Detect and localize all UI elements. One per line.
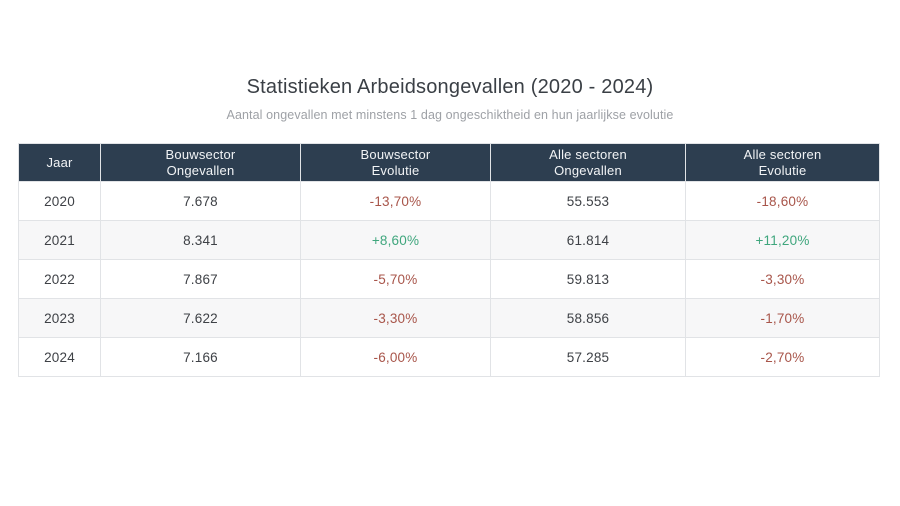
bouwsector-ongevallen-cell: 7.867 [100, 259, 301, 299]
alle-sectoren-evolutie-cell: -3,30% [685, 259, 880, 299]
page-subtitle: Aantal ongevallen met minstens 1 dag ong… [226, 108, 674, 122]
alle-sectoren-ongevallen-cell: 57.285 [490, 337, 686, 377]
jaar-cell: 2021 [18, 220, 101, 260]
bouwsector-ongevallen-cell: 7.678 [100, 181, 301, 221]
statistics-table: Jaar Bouwsector Ongevallen Bouwsector Ev… [18, 143, 880, 377]
column-header-jaar: Jaar [18, 143, 101, 182]
jaar-cell: 2023 [18, 298, 101, 338]
alle-sectoren-evolutie-cell: -1,70% [685, 298, 880, 338]
jaar-cell: 2020 [18, 181, 101, 221]
alle-sectoren-evolutie-cell: +11,20% [685, 220, 880, 260]
table-header-row: Jaar Bouwsector Ongevallen Bouwsector Ev… [18, 143, 880, 182]
bouwsector-evolutie-cell: -5,70% [300, 259, 491, 299]
alle-sectoren-ongevallen-cell: 55.553 [490, 181, 686, 221]
column-header-alle-sectoren-evolutie: Alle sectoren Evolutie [685, 143, 880, 182]
table-row: 2022 7.867 -5,70% 59.813 -3,30% [18, 259, 880, 299]
bouwsector-evolutie-cell: -6,00% [300, 337, 491, 377]
table-header: Jaar Bouwsector Ongevallen Bouwsector Ev… [18, 143, 880, 182]
table-row: 2023 7.622 -3,30% 58.856 -1,70% [18, 298, 880, 338]
column-header-alle-sectoren-ongevallen: Alle sectoren Ongevallen [490, 143, 686, 182]
bouwsector-ongevallen-cell: 7.622 [100, 298, 301, 338]
table-row: 2024 7.166 -6,00% 57.285 -2,70% [18, 337, 880, 377]
page-title: Statistieken Arbeidsongevallen (2020 - 2… [246, 76, 654, 98]
bouwsector-evolutie-cell: -3,30% [300, 298, 491, 338]
column-header-bouwsector-evolutie: Bouwsector Evolutie [300, 143, 491, 182]
alle-sectoren-ongevallen-cell: 61.814 [490, 220, 686, 260]
table-row: 2020 7.678 -13,70% 55.553 -18,60% [18, 181, 880, 221]
bouwsector-ongevallen-cell: 7.166 [100, 337, 301, 377]
table-row: 2021 8.341 +8,60% 61.814 +11,20% [18, 220, 880, 260]
alle-sectoren-ongevallen-cell: 58.856 [490, 298, 686, 338]
column-header-bouwsector-ongevallen: Bouwsector Ongevallen [100, 143, 301, 182]
bouwsector-evolutie-cell: -13,70% [300, 181, 491, 221]
bouwsector-ongevallen-cell: 8.341 [100, 220, 301, 260]
jaar-cell: 2024 [18, 337, 101, 377]
table-body: 2020 7.678 -13,70% 55.553 -18,60% 2021 8.341 +8… [18, 181, 880, 377]
alle-sectoren-evolutie-cell: -2,70% [685, 337, 880, 377]
jaar-cell: 2022 [18, 259, 101, 299]
bouwsector-evolutie-cell: +8,60% [300, 220, 491, 260]
alle-sectoren-ongevallen-cell: 59.813 [490, 259, 686, 299]
alle-sectoren-evolutie-cell: -18,60% [685, 181, 880, 221]
